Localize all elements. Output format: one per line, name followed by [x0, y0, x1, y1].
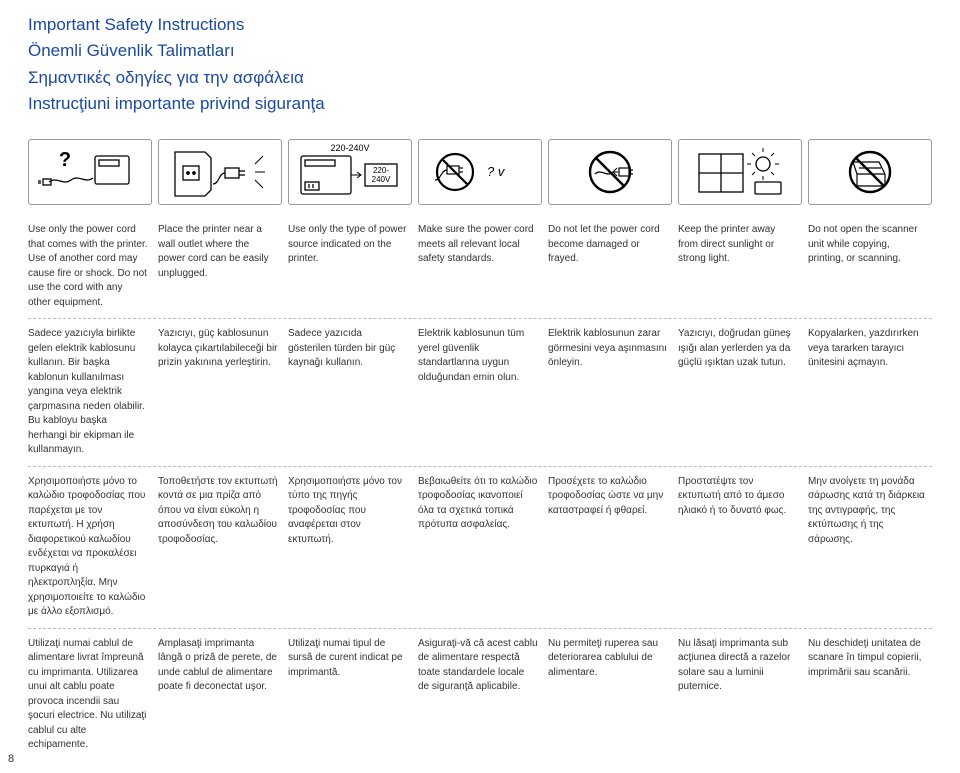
voltage-icon: 220-240V 220- 240V — [288, 139, 412, 205]
row-tr: Sadece yazıcıyla birlikte gelen elektrik… — [28, 318, 932, 466]
frayed-cord-prohibited-icon — [548, 139, 672, 205]
title-el: Σημαντικές οδηγίες για την ασφάλεια — [28, 65, 932, 91]
cell-en-5: Keep the printer away from direct sunlig… — [678, 223, 802, 310]
wall-outlet-icon — [158, 139, 282, 205]
page-number: 8 — [8, 753, 14, 765]
cell-tr-3: Elektrik kablosunun tüm yerel güvenlik s… — [418, 327, 542, 458]
manual-page: Important Safety Instructions Önemli Güv… — [0, 0, 960, 773]
title-tr: Önemli Güvenlik Talimatları — [28, 38, 932, 64]
row-en: Use only the power cord that comes with … — [28, 215, 932, 318]
cell-en-3: Make sure the power cord meets all relev… — [418, 223, 542, 310]
cell-tr-4: Elektrik kablosunun zarar görmesini veya… — [548, 327, 672, 458]
cell-tr-2: Sadece yazıcıda gösterilen türden bir gü… — [288, 327, 412, 458]
cell-tr-6: Kopyalarken, yazdırırken veya tararken t… — [808, 327, 932, 458]
cell-ro-0: Utilizaţi numai cablul de alimentare liv… — [28, 637, 152, 753]
row-el: Χρησιμοποιήστε μόνο το καλώδιο τροφοδοσί… — [28, 466, 932, 628]
icon-row: ? 220-240V — [28, 139, 932, 205]
cell-ro-2: Utilizaţi numai tipul de sursă de curent… — [288, 637, 412, 753]
title-ro: Instrucţiuni importante privind siguranţ… — [28, 91, 932, 117]
cell-tr-1: Yazıcıyı, güç kablosunun kolayca çıkartı… — [158, 327, 282, 458]
title-block: Important Safety Instructions Önemli Güv… — [28, 12, 932, 117]
cell-en-6: Do not open the scanner unit while copyi… — [808, 223, 932, 310]
cell-el-5: Προστατέψτε τον εκτυπωτή από το άμεσο ηλ… — [678, 475, 802, 620]
text-grid: Use only the power cord that comes with … — [28, 215, 932, 761]
cell-el-2: Χρησιμοποιήστε μόνο τον τύπο της πηγής τ… — [288, 475, 412, 620]
cell-ro-4: Nu permiteţi ruperea sau deteriorarea ca… — [548, 637, 672, 753]
question-mark: ? — [59, 149, 71, 171]
power-cord-icon: ? — [28, 139, 152, 205]
row-ro: Utilizaţi numai cablul de alimentare liv… — [28, 628, 932, 761]
cell-en-4: Do not let the power cord become damaged… — [548, 223, 672, 310]
open-scanner-prohibited-icon — [808, 139, 932, 205]
cell-ro-5: Nu lăsaţi imprimanta sub acţiunea direct… — [678, 637, 802, 753]
cell-en-0: Use only the power cord that comes with … — [28, 223, 152, 310]
cell-ro-1: Amplasaţi imprimanta lângă o priză de pe… — [158, 637, 282, 753]
cell-en-2: Use only the type of power source indica… — [288, 223, 412, 310]
cell-el-0: Χρησιμοποιήστε μόνο το καλώδιο τροφοδοσί… — [28, 475, 152, 620]
qv-label: ? v — [487, 164, 506, 179]
title-en: Important Safety Instructions — [28, 12, 932, 38]
voltage-top-label: 220-240V — [330, 143, 369, 153]
cell-tr-5: Yazıcıyı, doğrudan güneş ışığı alan yerl… — [678, 327, 802, 458]
cell-el-6: Μην ανοίγετε τη μονάδα σάρωσης κατά τη δ… — [808, 475, 932, 620]
voltage-box-line2: 240V — [372, 175, 391, 184]
cell-el-1: Τοποθετήστε τον εκτυπωτή κοντά σε μια πρ… — [158, 475, 282, 620]
damaged-cord-prohibited-icon: ? v — [418, 139, 542, 205]
voltage-box-line1: 220- — [373, 166, 389, 175]
sunlight-icon — [678, 139, 802, 205]
cell-ro-3: Asiguraţi-vă că acest cablu de alimentar… — [418, 637, 542, 753]
cell-ro-6: Nu deschideţi unitatea de scanare în tim… — [808, 637, 932, 753]
cell-el-4: Προσέχετε το καλώδιο τροφοδοσίας ώστε να… — [548, 475, 672, 620]
cell-el-3: Βεβαιωθείτε ότι το καλώδιο τροφοδοσίας ι… — [418, 475, 542, 620]
cell-tr-0: Sadece yazıcıyla birlikte gelen elektrik… — [28, 327, 152, 458]
cell-en-1: Place the printer near a wall outlet whe… — [158, 223, 282, 310]
